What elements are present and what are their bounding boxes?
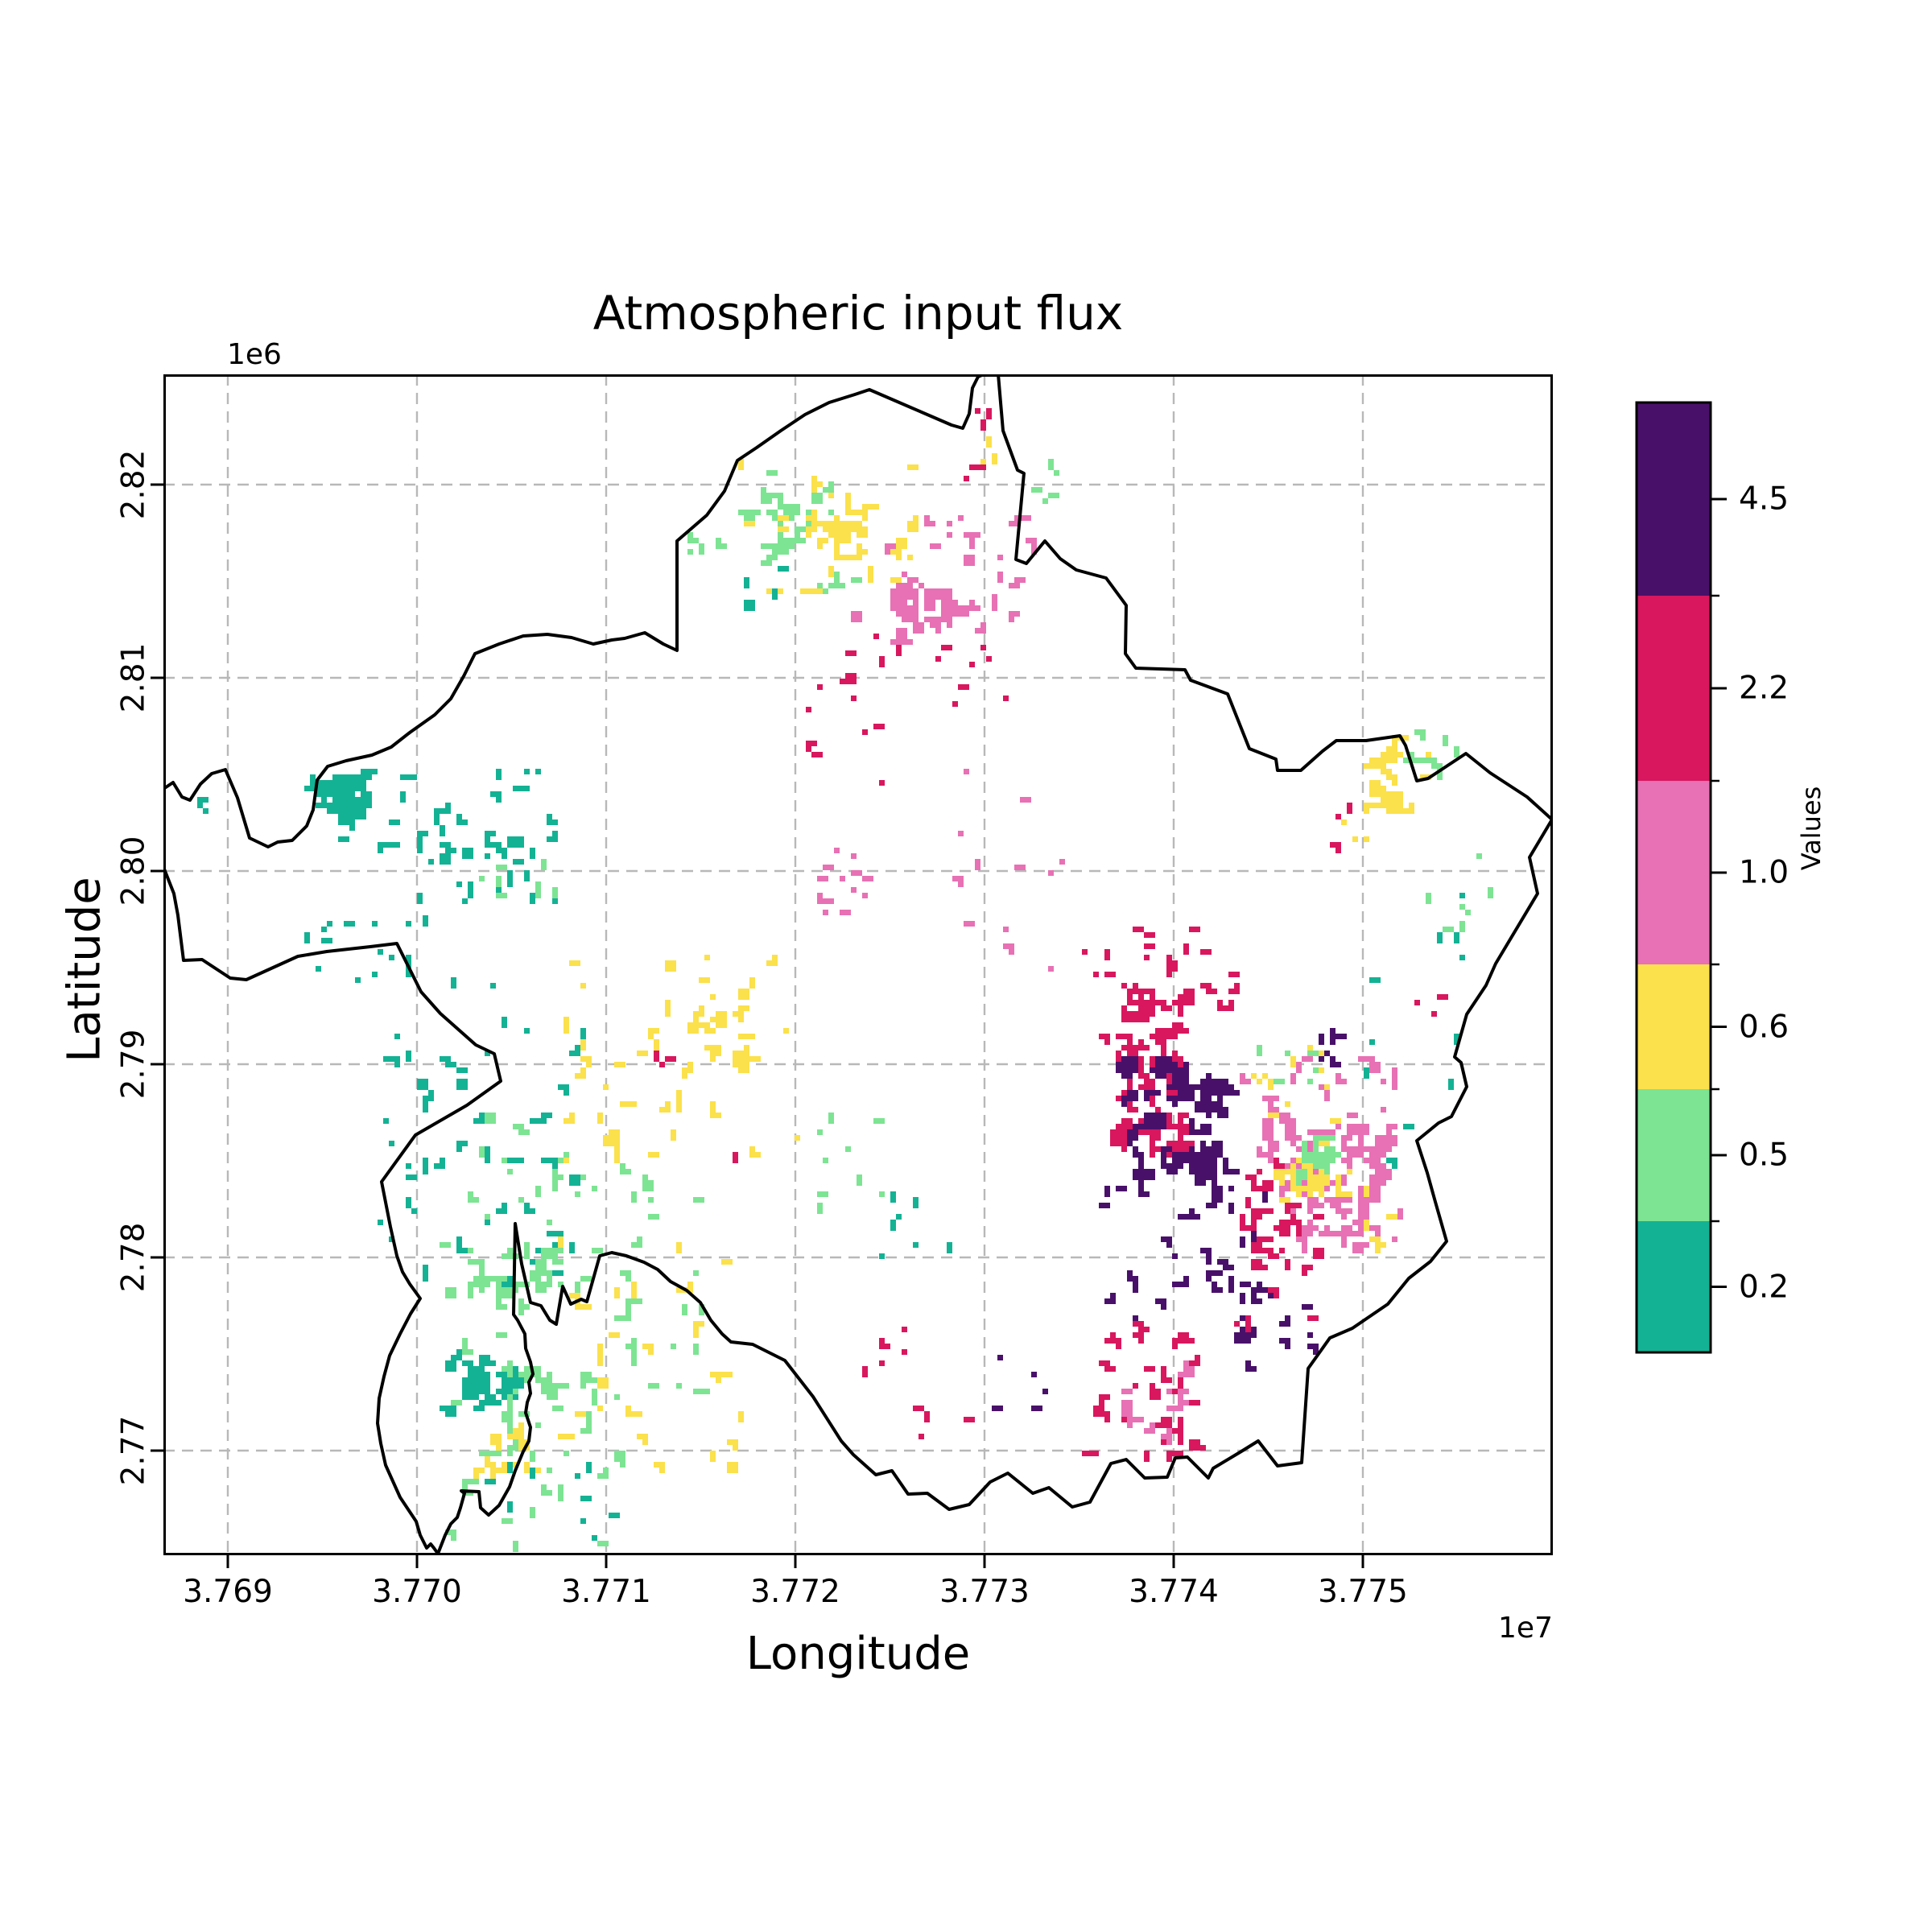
x-tick-label: 3.774 bbox=[1129, 1574, 1219, 1610]
colorbar-tick-label: 2.2 bbox=[1739, 670, 1790, 707]
colorbar-segment-green bbox=[1637, 1089, 1711, 1221]
chart-title: Atmospheric input flux bbox=[592, 286, 1124, 341]
colorbar-segment-teal bbox=[1637, 1221, 1711, 1352]
colorbar-segment-crimson bbox=[1637, 596, 1711, 781]
x-tick-label: 3.772 bbox=[750, 1574, 840, 1610]
x-tick-label: 3.770 bbox=[372, 1574, 462, 1610]
y-tick-label: 2.77 bbox=[115, 1415, 152, 1486]
colorbar-tick-label: 0.2 bbox=[1739, 1269, 1790, 1305]
x-tick-label: 3.773 bbox=[939, 1574, 1030, 1610]
colorbar-outline bbox=[1635, 401, 1712, 1354]
colorbar-tick-label: 0.5 bbox=[1739, 1137, 1790, 1174]
x-tick-label: 3.775 bbox=[1318, 1574, 1408, 1610]
y-axis-offset-text: 1e6 bbox=[227, 338, 282, 371]
colorbar-segment-yellow bbox=[1637, 964, 1711, 1089]
colorbar-segment-pink bbox=[1637, 781, 1711, 964]
y-tick-label: 2.81 bbox=[115, 642, 152, 713]
x-tick-label: 3.769 bbox=[183, 1574, 273, 1610]
plot-frame bbox=[163, 374, 1553, 1555]
y-tick-label: 2.79 bbox=[115, 1029, 152, 1100]
raster-pixels bbox=[197, 408, 1493, 1552]
y-tick-label: 2.82 bbox=[115, 449, 152, 520]
map-plot bbox=[163, 374, 1553, 1555]
y-tick-label: 2.78 bbox=[115, 1222, 152, 1293]
colorbar bbox=[1635, 401, 1727, 1354]
colorbar-tick-label: 1.0 bbox=[1739, 854, 1790, 891]
colorbar-segment-purple bbox=[1637, 402, 1711, 596]
y-tick-label: 2.80 bbox=[115, 836, 152, 906]
y-axis-title: Latitude bbox=[58, 877, 111, 1063]
region-boundary bbox=[163, 374, 1553, 1555]
x-tick-label: 3.771 bbox=[561, 1574, 651, 1610]
colorbar-tick-label: 4.5 bbox=[1739, 481, 1790, 518]
x-axis-offset-text: 1e7 bbox=[1498, 1612, 1553, 1645]
colorbar-tick-label: 0.6 bbox=[1739, 1009, 1790, 1045]
colorbar-title: Values bbox=[1796, 786, 1827, 871]
x-axis-title: Longitude bbox=[745, 1628, 971, 1680]
